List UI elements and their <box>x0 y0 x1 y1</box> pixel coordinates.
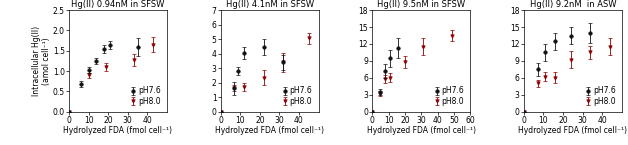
Title: Hg(II) 0.94nM in SFSW: Hg(II) 0.94nM in SFSW <box>72 0 165 9</box>
Y-axis label: Intracellular Hg(II)
(amol cell⁻¹): Intracellular Hg(II) (amol cell⁻¹) <box>32 26 51 96</box>
Legend: pH7.6, pH8.0: pH7.6, pH8.0 <box>129 84 163 108</box>
Legend: pH7.6, pH8.0: pH7.6, pH8.0 <box>281 84 315 108</box>
Title: Hg(II) 9.5nM in SFSW: Hg(II) 9.5nM in SFSW <box>377 0 465 9</box>
X-axis label: Hydrolyzed FDA (fmol cell⁻¹): Hydrolyzed FDA (fmol cell⁻¹) <box>518 126 627 135</box>
X-axis label: Hydrolyzed FDA (fmol cell⁻¹): Hydrolyzed FDA (fmol cell⁻¹) <box>215 126 324 135</box>
Legend: pH7.6, pH8.0: pH7.6, pH8.0 <box>432 84 467 108</box>
X-axis label: Hydrolyzed FDA (fmol cell⁻¹): Hydrolyzed FDA (fmol cell⁻¹) <box>367 126 475 135</box>
Legend: pH7.6, pH8.0: pH7.6, pH8.0 <box>583 84 618 108</box>
Title: Hg(II) 9.2nM  in ASW: Hg(II) 9.2nM in ASW <box>529 0 616 9</box>
Title: Hg(II) 4.1nM in SFSW: Hg(II) 4.1nM in SFSW <box>225 0 313 9</box>
X-axis label: Hydrolyzed FDA (fmol cell⁻¹): Hydrolyzed FDA (fmol cell⁻¹) <box>63 126 173 135</box>
